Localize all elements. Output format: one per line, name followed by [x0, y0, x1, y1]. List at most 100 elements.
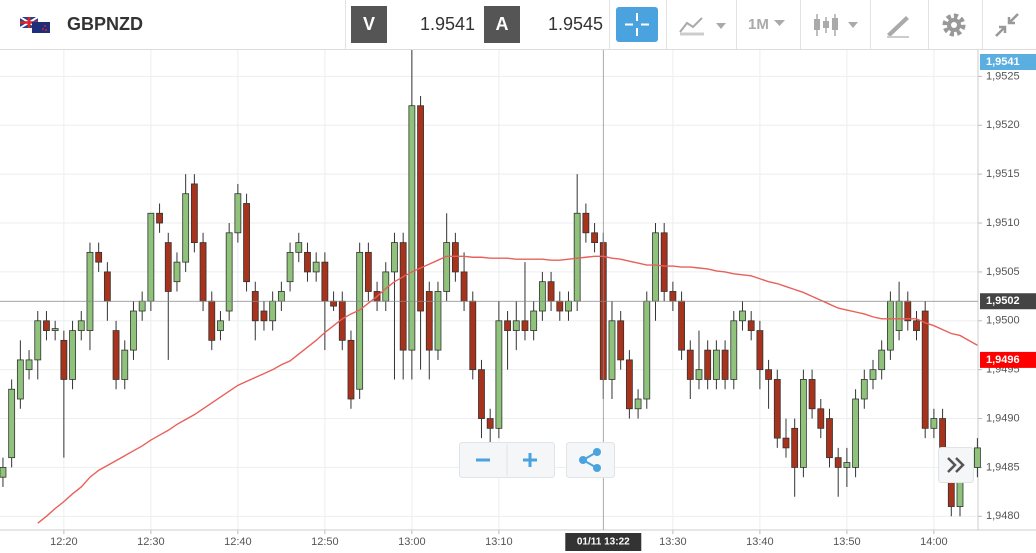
- chart-type-button[interactable]: [678, 14, 728, 36]
- crosshair-time-box: [565, 533, 642, 551]
- x-tick-label: 13:00: [398, 536, 426, 548]
- candle-body: [164, 242, 172, 292]
- candle-body: [103, 271, 111, 302]
- candle-body: [486, 418, 494, 429]
- candle-body: [547, 281, 555, 302]
- candle-style-button[interactable]: [812, 12, 862, 38]
- candle-body: [460, 271, 468, 302]
- candle-body: [208, 300, 216, 341]
- candle-body: [556, 300, 564, 312]
- candle-body: [347, 339, 355, 400]
- candle-body: [495, 320, 503, 429]
- candle-body: [286, 251, 294, 283]
- candle-body: [921, 310, 929, 429]
- candle-body: [469, 300, 477, 371]
- x-tick-label: 12:40: [224, 536, 252, 548]
- candle-body: [852, 398, 859, 468]
- candle-body: [190, 183, 198, 243]
- x-tick-label: 12:30: [137, 536, 165, 548]
- candle-body: [591, 232, 598, 243]
- candle-body: [51, 328, 59, 331]
- candle-body: [739, 310, 746, 322]
- candle-body: [43, 320, 50, 331]
- price-marker-label: 1,9496: [986, 354, 1020, 366]
- candle-body: [843, 462, 851, 468]
- x-tick-label: 13:30: [659, 536, 687, 548]
- candle-body: [112, 330, 120, 380]
- candle-body: [408, 105, 416, 351]
- candle-body: [582, 212, 590, 234]
- candle-body: [695, 369, 703, 380]
- x-tick-label: 12:50: [311, 536, 339, 548]
- candle-body: [521, 320, 529, 331]
- candle-body: [765, 369, 772, 380]
- candle-body: [199, 242, 207, 302]
- candle-body: [312, 261, 320, 273]
- y-tick-label: 1,9490: [986, 412, 1020, 424]
- y-tick-label: 1,9485: [986, 461, 1020, 473]
- candle-body: [225, 232, 233, 312]
- candle-body: [417, 105, 424, 312]
- bid-button[interactable]: V: [351, 6, 387, 43]
- candle-body: [138, 300, 146, 312]
- candle-body: [565, 300, 572, 312]
- crosshair-price-label: 1,9502: [986, 295, 1020, 307]
- collapse-button[interactable]: [994, 12, 1022, 38]
- candle-body: [391, 242, 398, 273]
- candle-body: [277, 291, 285, 302]
- ask-button[interactable]: A: [484, 6, 520, 43]
- y-tick-label: 1,9515: [986, 168, 1020, 180]
- price-marker: [980, 351, 1036, 368]
- timeframe-button[interactable]: 1M: [748, 16, 769, 33]
- candle-body: [643, 300, 651, 400]
- y-tick-label: 1,9500: [986, 315, 1020, 327]
- candle-body: [913, 320, 920, 331]
- y-tick-label: 1,9520: [986, 119, 1020, 131]
- candle-body: [478, 369, 485, 419]
- candle-body: [625, 359, 633, 410]
- candle-body: [869, 369, 877, 380]
- candle-body: [530, 310, 538, 331]
- candle-body: [69, 330, 76, 380]
- candle-body: [156, 212, 163, 224]
- candle-body: [269, 300, 277, 322]
- x-tick-label: 14:00: [920, 536, 948, 548]
- symbol: GBPNZD: [67, 14, 143, 34]
- x-tick-label: 13:10: [485, 536, 513, 548]
- x-tick-label: 13:50: [833, 536, 861, 548]
- candle-body: [660, 232, 668, 292]
- candle-body: [130, 310, 137, 351]
- candle-body: [721, 349, 729, 380]
- drawing-tools-button[interactable]: [884, 12, 912, 38]
- bid-price: 1.9541: [419, 14, 475, 34]
- candle-body: [904, 300, 912, 322]
- candle-body: [25, 359, 33, 371]
- candle-body: [399, 242, 407, 351]
- crosshair-button[interactable]: [616, 7, 658, 42]
- candle-body: [860, 379, 868, 400]
- y-tick-label: 1,9480: [986, 510, 1020, 522]
- settings-button[interactable]: [940, 11, 968, 39]
- candle-body: [930, 418, 938, 429]
- candle-body: [704, 349, 712, 380]
- scroll-right-button[interactable]: [938, 447, 975, 484]
- y-tick-label: 1,9525: [986, 70, 1020, 82]
- candle-body: [886, 300, 894, 351]
- crosshair-time-label: 01/11 13:22: [577, 537, 630, 548]
- candle-body: [260, 310, 268, 322]
- candle-body: [234, 193, 242, 234]
- candle-body: [95, 251, 103, 263]
- candle-body: [121, 349, 129, 380]
- y-tick-label: 1,9505: [986, 266, 1020, 278]
- candle-body: [747, 320, 755, 331]
- candle-body: [756, 330, 764, 371]
- candle-body: [443, 242, 451, 292]
- candle-body: [826, 418, 833, 459]
- y-tick-label: 1,9510: [986, 217, 1020, 229]
- x-tick-label: 12:20: [50, 536, 78, 548]
- candle-body: [617, 320, 625, 361]
- price-marker-label: 1,9541: [986, 56, 1020, 68]
- candle-body: [0, 467, 7, 478]
